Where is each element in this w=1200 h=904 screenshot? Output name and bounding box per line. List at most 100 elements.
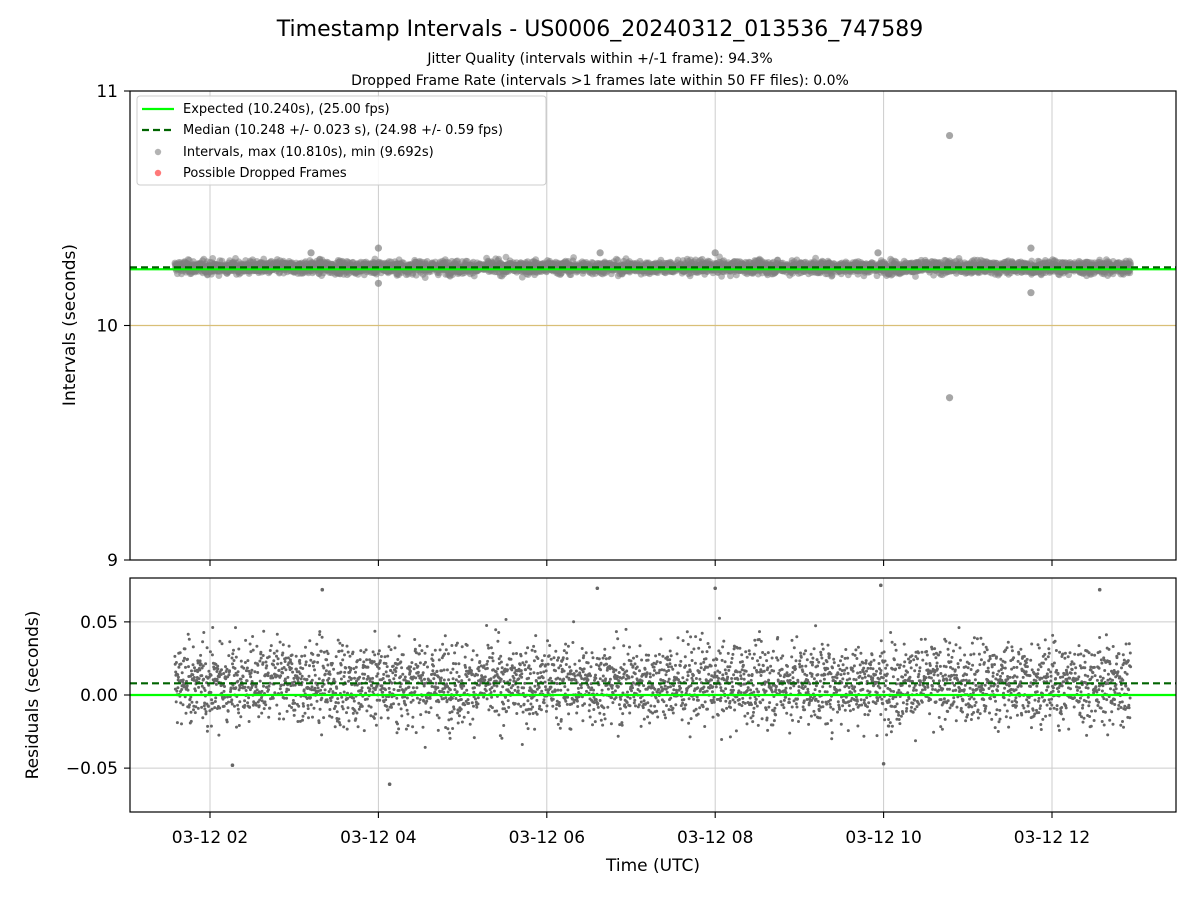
residual-point: [387, 708, 390, 711]
residual-point: [359, 649, 362, 652]
residual-point: [252, 649, 255, 652]
residual-point: [400, 707, 403, 710]
residual-point: [236, 674, 239, 677]
residual-point: [339, 723, 342, 726]
residual-point: [387, 675, 390, 678]
residual-point: [303, 688, 306, 691]
residual-point: [175, 700, 178, 703]
residual-point: [451, 668, 454, 671]
residual-point: [250, 669, 253, 672]
residual-point: [278, 712, 281, 715]
residual-point: [404, 676, 407, 679]
residual-point: [431, 669, 434, 672]
residual-point: [457, 662, 460, 665]
residual-point: [407, 686, 410, 689]
residual-point: [404, 703, 407, 706]
interval-outlier-point: [946, 394, 953, 401]
residual-point: [203, 708, 206, 711]
residual-point: [436, 670, 439, 673]
residual-point: [238, 724, 241, 727]
residual-point: [348, 719, 351, 722]
residual-point: [210, 698, 213, 701]
residual-point: [411, 725, 414, 728]
residual-point: [186, 658, 189, 661]
residual-point: [446, 727, 449, 730]
residual-point: [237, 648, 240, 651]
residual-point: [316, 700, 319, 703]
residual-point: [206, 725, 209, 728]
residual-point: [326, 701, 329, 704]
residual-point: [388, 645, 391, 648]
residual-point: [449, 737, 452, 740]
residual-point: [444, 634, 447, 637]
residual-point: [213, 706, 216, 709]
residual-point: [180, 688, 183, 691]
intervals-y-tick-label: 11: [96, 82, 118, 102]
residual-point: [288, 645, 291, 648]
residual-point: [389, 669, 392, 672]
residual-point: [193, 666, 196, 669]
legend-dropped-swatch: [155, 170, 161, 176]
residual-point: [324, 673, 327, 676]
residual-point: [198, 669, 201, 672]
residual-point: [446, 668, 449, 671]
residual-point: [246, 659, 249, 662]
residual-point: [327, 677, 330, 680]
residual-point: [397, 703, 400, 706]
residual-point: [217, 734, 220, 737]
residual-point: [366, 666, 369, 669]
residual-point: [247, 696, 250, 699]
residual-point: [390, 682, 393, 685]
residual-point: [357, 725, 360, 728]
residual-point: [251, 635, 254, 638]
residual-point: [307, 716, 310, 719]
residual-point: [198, 677, 201, 680]
residual-point: [399, 660, 402, 663]
residual-point: [450, 644, 453, 647]
residual-point: [282, 718, 285, 721]
residual-point: [320, 650, 323, 653]
residual-point: [412, 699, 415, 702]
residual-point: [318, 677, 321, 680]
residual-point: [187, 633, 190, 636]
residual-point: [228, 640, 231, 643]
residual-point: [226, 668, 229, 671]
residual-point: [193, 679, 196, 682]
residual-point: [228, 669, 231, 672]
residual-point: [435, 682, 438, 685]
residual-point: [406, 713, 409, 716]
residual-point: [202, 631, 205, 634]
residual-point: [292, 699, 295, 702]
residual-point: [290, 706, 293, 709]
residual-point: [443, 669, 446, 672]
residual-point: [450, 718, 453, 721]
residual-point: [425, 710, 428, 713]
residual-point: [249, 643, 252, 646]
residual-point: [309, 659, 312, 662]
residual-point: [270, 644, 273, 647]
residual-point: [355, 666, 358, 669]
residual-point: [384, 655, 387, 658]
intervals-y-axis-label: Intervals (seconds): [60, 244, 80, 406]
residual-point: [272, 659, 275, 662]
residual-point: [177, 676, 180, 679]
residual-point: [290, 667, 293, 670]
residual-point: [301, 675, 304, 678]
residual-point: [302, 702, 305, 705]
residual-point: [243, 699, 246, 702]
residual-point: [437, 700, 440, 703]
residual-point: [318, 721, 321, 724]
residual-point: [368, 687, 371, 690]
residual-point: [447, 652, 450, 655]
residual-point: [227, 710, 230, 713]
residual-point: [285, 697, 288, 700]
residual-point: [371, 677, 374, 680]
residual-point: [279, 687, 282, 690]
residual-point: [301, 667, 304, 670]
residual-point: [422, 726, 425, 729]
residual-point: [211, 626, 214, 629]
residual-point: [176, 686, 179, 689]
residual-point: [276, 650, 279, 653]
